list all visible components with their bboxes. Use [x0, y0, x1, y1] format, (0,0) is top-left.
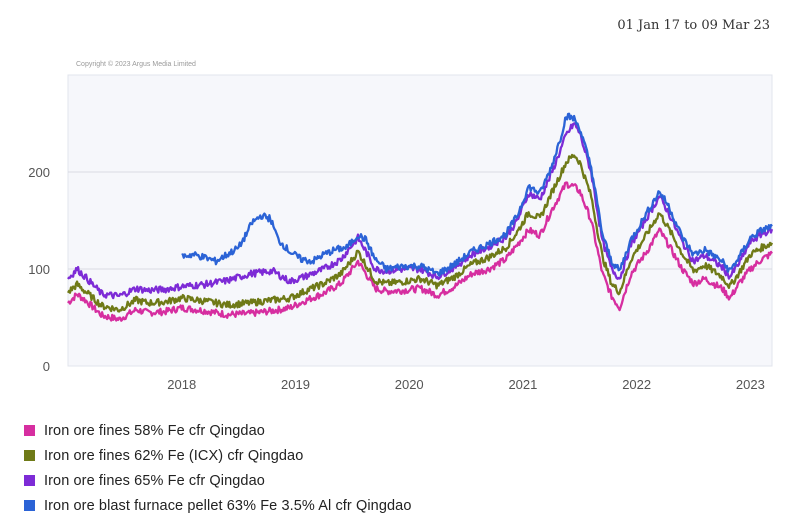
x-axis-ticks: 2018 2019 2020 2021 2022 2023	[167, 377, 765, 392]
x-tick-label: 2018	[167, 377, 196, 392]
legend: Iron ore fines 58% Fe cfr Qingdao Iron o…	[24, 418, 412, 518]
plot-background	[67, 74, 773, 367]
legend-label: Iron ore fines 62% Fe (ICX) cfr Qingdao	[44, 447, 304, 464]
y-tick-label: 100	[28, 262, 50, 277]
legend-swatch	[24, 475, 35, 486]
series-line-2	[67, 122, 774, 300]
y-axis-ticks: 0 100 200	[28, 165, 50, 374]
legend-item[interactable]: Iron ore fines 58% Fe cfr Qingdao	[24, 418, 412, 443]
x-tick-label: 2019	[281, 377, 310, 392]
legend-swatch	[24, 500, 35, 511]
y-tick-label: 200	[28, 165, 50, 180]
x-tick-label: 2020	[395, 377, 424, 392]
x-tick-label: 2023	[736, 377, 765, 392]
copyright-notice: Copyright © 2023 Argus Media Limited	[76, 61, 196, 68]
series-line-0	[67, 181, 773, 322]
legend-swatch	[24, 425, 35, 436]
legend-item[interactable]: Iron ore blast furnace pellet 63% Fe 3.5…	[24, 493, 412, 518]
legend-label: Iron ore fines 58% Fe cfr Qingdao	[44, 422, 265, 439]
x-tick-label: 2022	[622, 377, 651, 392]
series-lines	[66, 112, 774, 322]
series-line-1	[66, 153, 774, 313]
legend-item[interactable]: Iron ore fines 65% Fe cfr Qingdao	[24, 468, 412, 493]
series-line-3	[181, 112, 773, 277]
date-range: 01 Jan 17 to 09 Mar 23	[617, 18, 770, 33]
line-chart: 0 100 200 2018 2019 2020 2021 2022 2023	[28, 74, 774, 392]
x-tick-label: 2021	[508, 377, 537, 392]
y-tick-label: 0	[43, 359, 50, 374]
legend-label: Iron ore blast furnace pellet 63% Fe 3.5…	[44, 497, 412, 514]
legend-label: Iron ore fines 65% Fe cfr Qingdao	[44, 472, 265, 489]
legend-item[interactable]: Iron ore fines 62% Fe (ICX) cfr Qingdao	[24, 443, 412, 468]
legend-swatch	[24, 450, 35, 461]
